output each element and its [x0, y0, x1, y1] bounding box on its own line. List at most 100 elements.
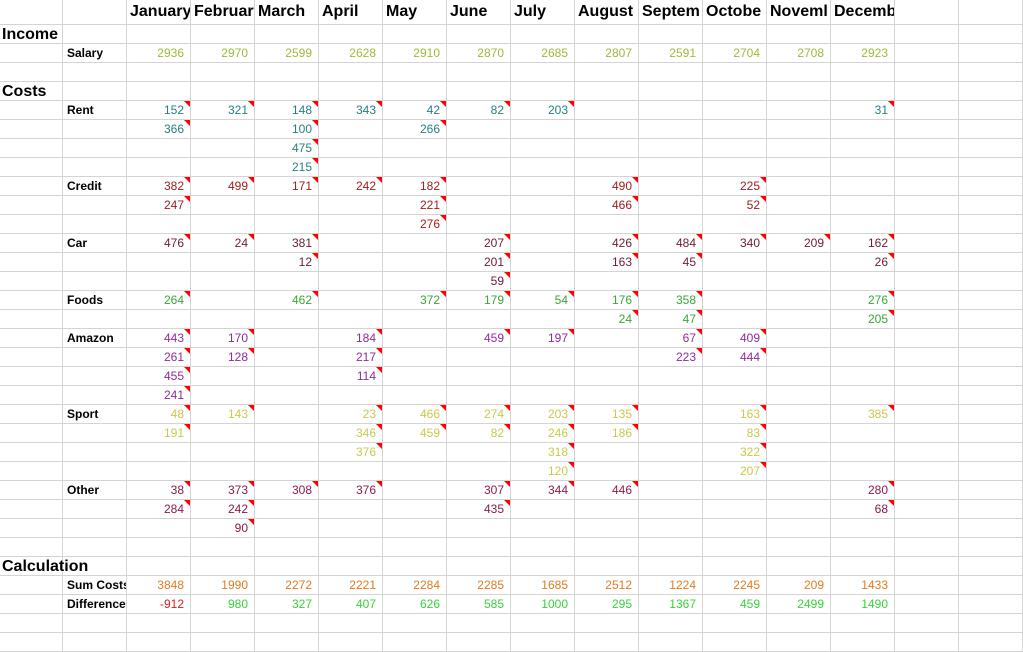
grid-cell[interactable]	[0, 120, 63, 139]
grid-cell[interactable]	[383, 633, 447, 652]
grid-cell[interactable]	[127, 557, 191, 576]
grid-cell[interactable]	[63, 614, 127, 633]
grid-cell[interactable]	[319, 462, 383, 481]
value-cell[interactable]: 266	[383, 120, 447, 139]
value-cell[interactable]: 179	[447, 291, 511, 310]
value-cell[interactable]: 276	[383, 215, 447, 234]
value-cell[interactable]: 284	[127, 500, 191, 519]
grid-cell[interactable]	[191, 63, 255, 82]
value-cell[interactable]: 435	[447, 500, 511, 519]
grid-cell[interactable]	[959, 367, 1023, 386]
value-cell[interactable]: 327	[255, 595, 319, 614]
value-cell[interactable]: 246	[511, 424, 575, 443]
grid-cell[interactable]	[511, 196, 575, 215]
grid-cell[interactable]	[383, 82, 447, 101]
grid-cell[interactable]	[639, 25, 703, 44]
grid-cell[interactable]	[959, 348, 1023, 367]
grid-cell[interactable]	[959, 215, 1023, 234]
month-header[interactable]: July	[511, 0, 575, 25]
row-label-sum-costs[interactable]: Sum Costs	[63, 576, 127, 595]
value-cell[interactable]: 67	[639, 329, 703, 348]
grid-cell[interactable]	[831, 462, 895, 481]
grid-cell[interactable]	[767, 557, 831, 576]
grid-cell[interactable]	[319, 386, 383, 405]
value-cell[interactable]: 207	[447, 234, 511, 253]
grid-cell[interactable]	[127, 462, 191, 481]
grid-cell[interactable]	[703, 519, 767, 538]
grid-cell[interactable]	[703, 272, 767, 291]
grid-cell[interactable]	[63, 367, 127, 386]
grid-cell[interactable]	[767, 405, 831, 424]
value-cell[interactable]: 475	[255, 139, 319, 158]
grid-cell[interactable]	[767, 253, 831, 272]
value-cell[interactable]: 1367	[639, 595, 703, 614]
grid-cell[interactable]	[767, 462, 831, 481]
value-cell[interactable]: 203	[511, 101, 575, 120]
grid-cell[interactable]	[511, 310, 575, 329]
month-header[interactable]: Octobe	[703, 0, 767, 25]
grid-cell[interactable]	[63, 158, 127, 177]
grid-cell[interactable]	[703, 82, 767, 101]
grid-cell[interactable]	[127, 633, 191, 652]
grid-cell[interactable]	[511, 234, 575, 253]
value-cell[interactable]: 191	[127, 424, 191, 443]
grid-cell[interactable]	[0, 215, 63, 234]
grid-cell[interactable]	[639, 538, 703, 557]
value-cell[interactable]: 2628	[319, 44, 383, 63]
value-cell[interactable]: 308	[255, 481, 319, 500]
grid-cell[interactable]	[639, 272, 703, 291]
grid-cell[interactable]	[319, 519, 383, 538]
grid-cell[interactable]	[895, 63, 959, 82]
grid-cell[interactable]	[959, 44, 1023, 63]
grid-cell[interactable]	[0, 44, 63, 63]
grid-cell[interactable]	[0, 405, 63, 424]
month-header[interactable]: March	[255, 0, 319, 25]
value-cell[interactable]: 242	[319, 177, 383, 196]
grid-cell[interactable]	[127, 158, 191, 177]
grid-cell[interactable]	[895, 519, 959, 538]
grid-cell[interactable]	[383, 367, 447, 386]
grid-cell[interactable]	[191, 443, 255, 462]
value-cell[interactable]: 163	[703, 405, 767, 424]
grid-cell[interactable]	[959, 0, 1023, 25]
grid-cell[interactable]	[191, 196, 255, 215]
grid-cell[interactable]	[959, 462, 1023, 481]
grid-cell[interactable]	[895, 0, 959, 25]
grid-cell[interactable]	[255, 196, 319, 215]
grid-cell[interactable]	[703, 310, 767, 329]
value-cell[interactable]: 223	[639, 348, 703, 367]
grid-cell[interactable]	[319, 139, 383, 158]
grid-cell[interactable]	[575, 500, 639, 519]
grid-cell[interactable]	[0, 101, 63, 120]
grid-cell[interactable]	[703, 481, 767, 500]
grid-cell[interactable]	[63, 386, 127, 405]
grid-cell[interactable]	[767, 443, 831, 462]
value-cell[interactable]: 90	[191, 519, 255, 538]
grid-cell[interactable]	[0, 329, 63, 348]
grid-cell[interactable]	[895, 310, 959, 329]
grid-cell[interactable]	[959, 158, 1023, 177]
grid-cell[interactable]	[511, 538, 575, 557]
grid-cell[interactable]	[191, 215, 255, 234]
grid-cell[interactable]	[0, 367, 63, 386]
grid-cell[interactable]	[959, 405, 1023, 424]
value-cell[interactable]: 376	[319, 481, 383, 500]
value-cell[interactable]: 446	[575, 481, 639, 500]
value-cell[interactable]: 83	[703, 424, 767, 443]
grid-cell[interactable]	[831, 158, 895, 177]
value-cell[interactable]: 163	[575, 253, 639, 272]
grid-cell[interactable]	[767, 101, 831, 120]
month-header[interactable]: August	[575, 0, 639, 25]
grid-cell[interactable]	[511, 386, 575, 405]
grid-cell[interactable]	[191, 633, 255, 652]
grid-cell[interactable]	[895, 234, 959, 253]
grid-cell[interactable]	[959, 139, 1023, 158]
value-cell[interactable]: 23	[319, 405, 383, 424]
grid-cell[interactable]	[255, 500, 319, 519]
grid-cell[interactable]	[895, 595, 959, 614]
value-cell[interactable]: 54	[511, 291, 575, 310]
grid-cell[interactable]	[639, 557, 703, 576]
grid-cell[interactable]	[639, 424, 703, 443]
value-cell[interactable]: 295	[575, 595, 639, 614]
value-cell[interactable]: 443	[127, 329, 191, 348]
